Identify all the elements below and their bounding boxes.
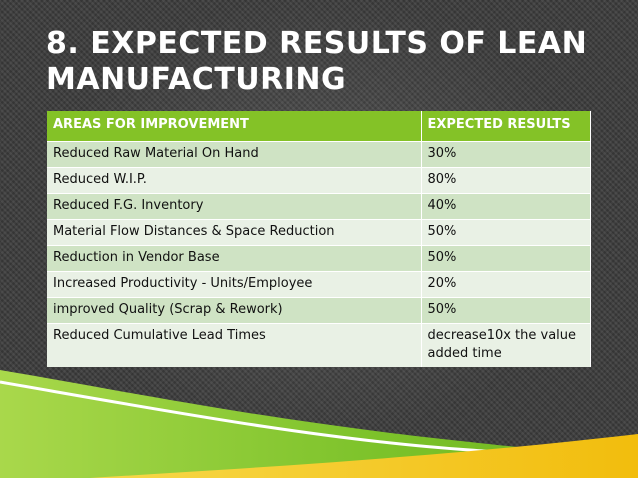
table-row: Increased Productivity - Units/Employee … xyxy=(47,270,591,297)
table-row: improved Quality (Scrap & Rework) 50% xyxy=(47,296,591,323)
result-cell: 20% xyxy=(421,270,591,297)
table-row: Reduced W.I.P. 80% xyxy=(47,166,591,193)
table-header-row: AREAS FOR IMPROVEMENT EXPECTED RESULTS xyxy=(47,111,591,141)
area-cell: Reduced F.G. Inventory xyxy=(47,192,422,219)
decorative-swoosh xyxy=(0,370,638,478)
result-cell: 40% xyxy=(421,192,591,219)
table-row: Material Flow Distances & Space Reductio… xyxy=(47,218,591,245)
area-cell: Material Flow Distances & Space Reductio… xyxy=(47,218,422,245)
swoosh-yellow-band xyxy=(90,434,638,478)
area-cell: improved Quality (Scrap & Rework) xyxy=(47,296,422,323)
result-cell: 50% xyxy=(421,296,591,323)
result-cell: 80% xyxy=(421,166,591,193)
area-cell: Reduced W.I.P. xyxy=(47,166,422,193)
area-cell: Reduction in Vendor Base xyxy=(47,244,422,271)
table-row: Reduced F.G. Inventory 40% xyxy=(47,192,591,219)
area-cell: Reduced Cumulative Lead Times xyxy=(47,322,422,367)
result-cell: 50% xyxy=(421,218,591,245)
results-table: AREAS FOR IMPROVEMENT EXPECTED RESULTS R… xyxy=(47,111,591,367)
header-areas: AREAS FOR IMPROVEMENT xyxy=(47,111,422,141)
result-cell: decrease10x the value added time xyxy=(421,322,591,367)
area-cell: Increased Productivity - Units/Employee xyxy=(47,270,422,297)
area-cell: Reduced Raw Material On Hand xyxy=(47,140,422,167)
table-row: Reduced Cumulative Lead Times decrease10… xyxy=(47,322,591,367)
slide-title: 8. EXPECTED RESULTS OF LEAN MANUFACTURIN… xyxy=(46,26,588,97)
table-row: Reduced Raw Material On Hand 30% xyxy=(47,140,591,167)
result-cell: 30% xyxy=(421,140,591,167)
table-row: Reduction in Vendor Base 50% xyxy=(47,244,591,271)
result-cell: 50% xyxy=(421,244,591,271)
header-expected-results: EXPECTED RESULTS xyxy=(421,111,591,141)
